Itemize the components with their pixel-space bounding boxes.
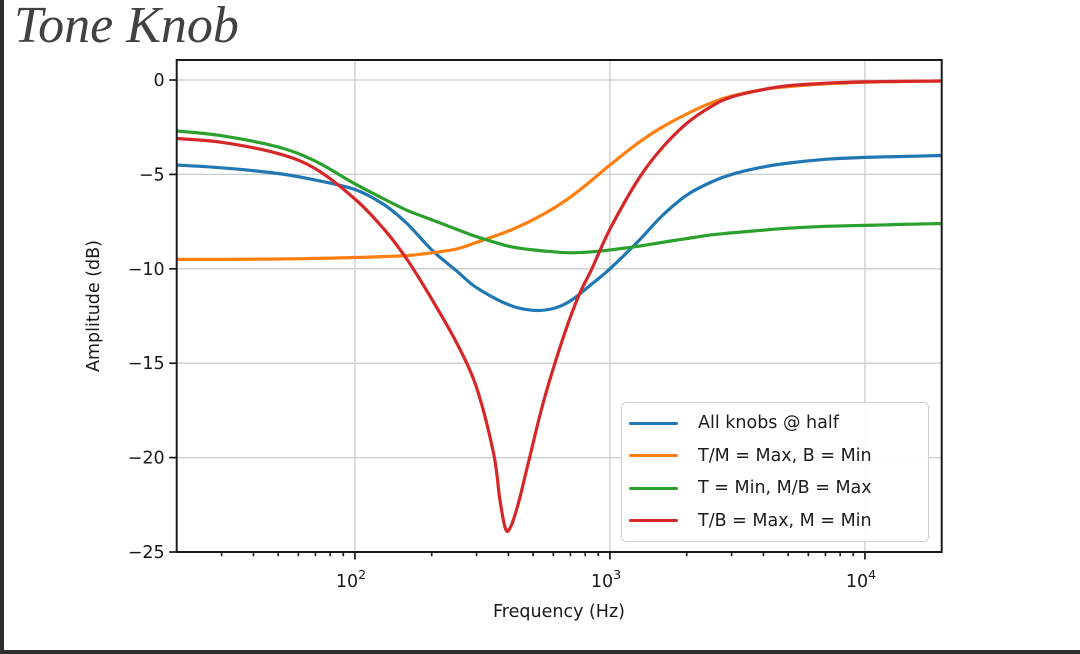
- series-line: [176, 79, 942, 533]
- tick-marks: [169, 79, 866, 560]
- x-axis-label: Frequency (Hz): [493, 602, 625, 622]
- plot-frame: [175, 59, 943, 553]
- legend-label: All knobs @ half: [698, 413, 839, 434]
- legend-item: T = Min, M/B = Max: [629, 474, 926, 502]
- svg-text:0: 0: [154, 71, 165, 91]
- y-axis-label: Amplitude (dB): [84, 239, 104, 373]
- series-lines: [176, 79, 942, 533]
- legend-label: T/M = Max, B = Min: [698, 445, 872, 466]
- legend-label: T/B = Max, M = Min: [698, 510, 872, 531]
- legend-item: T/M = Max, B = Min: [629, 442, 926, 470]
- series-line: [176, 129, 942, 255]
- series-line: [176, 79, 942, 261]
- tick-labels: 0 −5 −10 −15 −20 −25 102 103 104: [128, 71, 876, 592]
- legend-item: T/B = Max, M = Min: [629, 507, 926, 535]
- svg-text:102: 102: [336, 567, 366, 592]
- svg-text:−25: −25: [128, 543, 165, 563]
- legend-line-sample: [629, 519, 678, 523]
- window-bottom-edge: [0, 650, 1080, 654]
- legend-line-sample: [629, 486, 678, 490]
- series-line: [176, 153, 942, 313]
- svg-text:−20: −20: [128, 449, 165, 469]
- svg-text:103: 103: [591, 567, 621, 592]
- svg-text:−15: −15: [128, 354, 165, 374]
- page-title: Tone Knob: [14, 0, 239, 54]
- svg-text:104: 104: [846, 567, 876, 592]
- chart-legend: All knobs @ half T/M = Max, B = Min T = …: [621, 402, 929, 542]
- legend-line-sample: [629, 454, 678, 458]
- legend-label: T = Min, M/B = Max: [698, 478, 872, 499]
- legend-item: All knobs @ half: [629, 409, 926, 437]
- svg-text:−10: −10: [128, 260, 165, 280]
- svg-text:−5: −5: [139, 165, 165, 185]
- legend-line-sample: [629, 421, 678, 425]
- window-left-edge: [0, 0, 4, 654]
